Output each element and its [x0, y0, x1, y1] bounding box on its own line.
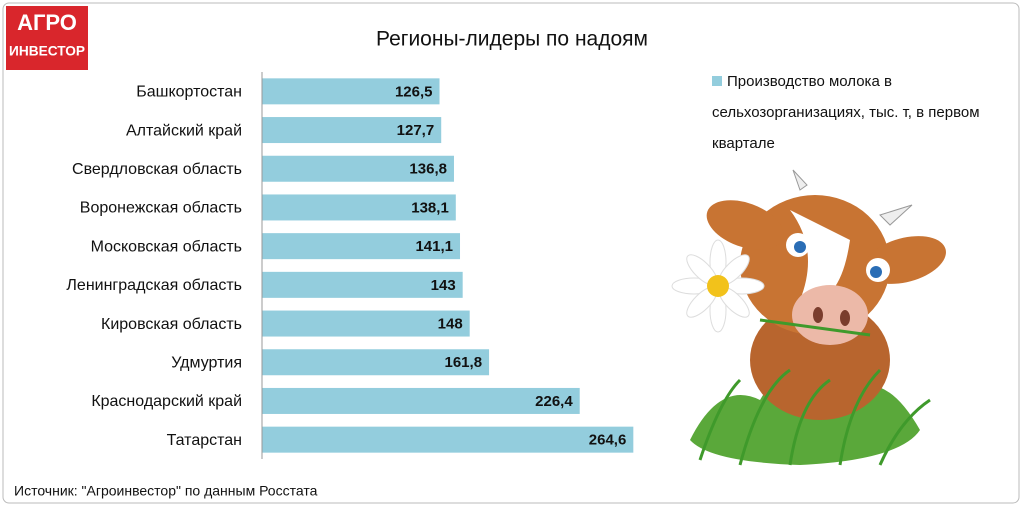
value-label: 161,8 [445, 354, 483, 371]
legend-label: Производство молока в сельхозорганизация… [712, 73, 980, 152]
bar [262, 117, 442, 144]
cow-illustration [671, 169, 946, 466]
logo-text: ИНВЕСТОР [9, 43, 85, 59]
bar [262, 426, 634, 453]
y-tick-label: Башкортостан [136, 84, 242, 101]
legend-swatch [712, 76, 722, 86]
y-tick-label: Свердловская область [72, 161, 242, 178]
bar [262, 271, 463, 298]
value-label: 127,7 [397, 122, 435, 139]
y-tick-label: Московская область [91, 238, 242, 255]
logo-box [6, 6, 88, 70]
chart-title: Регионы-лидеры по надоям [376, 28, 648, 51]
legend: Производство молока в сельхозорганизация… [712, 66, 982, 159]
bar [262, 387, 580, 414]
bar [262, 233, 461, 260]
bar [262, 194, 456, 221]
value-label: 126,5 [395, 83, 433, 100]
value-label: 136,8 [409, 161, 447, 178]
y-tick-label: Удмуртия [171, 354, 242, 371]
y-tick-label: Татарстан [167, 432, 242, 449]
bar [262, 78, 440, 105]
bar [262, 310, 470, 337]
value-label: 148 [438, 316, 463, 333]
source: Источник: "Агроинвестор" по данным Росст… [14, 483, 318, 499]
value-label: 138,1 [411, 199, 449, 216]
value-label: 264,6 [589, 432, 627, 449]
y-tick-label: Воронежская область [80, 200, 242, 217]
y-tick-label: Ленинградская область [66, 277, 242, 294]
value-label: 226,4 [535, 393, 573, 410]
value-label: 141,1 [415, 238, 453, 255]
y-tick-label: Кировская область [101, 316, 242, 333]
y-tick-label: Алтайский край [126, 122, 242, 139]
bar [262, 349, 490, 376]
value-label: 143 [431, 277, 456, 294]
bar [262, 155, 454, 182]
y-tick-label: Краснодарский край [91, 393, 242, 410]
logo-text: АГРО [17, 10, 77, 35]
